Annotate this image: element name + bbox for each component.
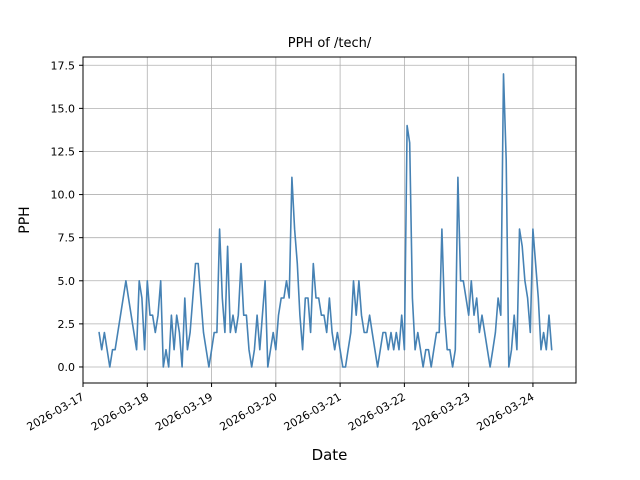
y-tick-label: 12.5 [51,145,76,158]
x-tick-label: 2026-03-19 [153,390,215,433]
y-tick-label: 7.5 [58,232,76,245]
x-tick-label: 2026-03-23 [410,390,472,433]
x-tick-label: 2026-03-24 [475,390,537,433]
x-tick-label: 2026-03-18 [89,390,151,433]
x-tick-label: 2026-03-17 [25,390,87,433]
y-tick-label: 5.0 [58,275,76,288]
x-tick-label: 2026-03-22 [346,390,408,433]
x-tick-label: 2026-03-20 [217,390,279,433]
series-line [98,73,553,368]
y-tick-label: 0.0 [58,361,76,374]
x-tick-label: 2026-03-21 [282,390,344,433]
y-tick-label: 17.5 [51,59,76,72]
y-tick-label: 10.0 [51,189,76,202]
axes-spines [82,56,577,384]
chart-title: PPH of /tech/ [287,36,372,51]
y-axis-ticks: 0.0 2.5 5.0 7.5 10.0 12.5 15.0 17.5 [51,59,83,374]
gridlines [82,57,576,383]
y-tick-label: 15.0 [51,102,76,115]
x-axis-label: Date [311,446,348,464]
x-axis-ticks: 2026-03-17 2026-03-18 2026-03-19 2026-03-20… [25,383,537,434]
y-tick-label: 2.5 [58,318,76,331]
